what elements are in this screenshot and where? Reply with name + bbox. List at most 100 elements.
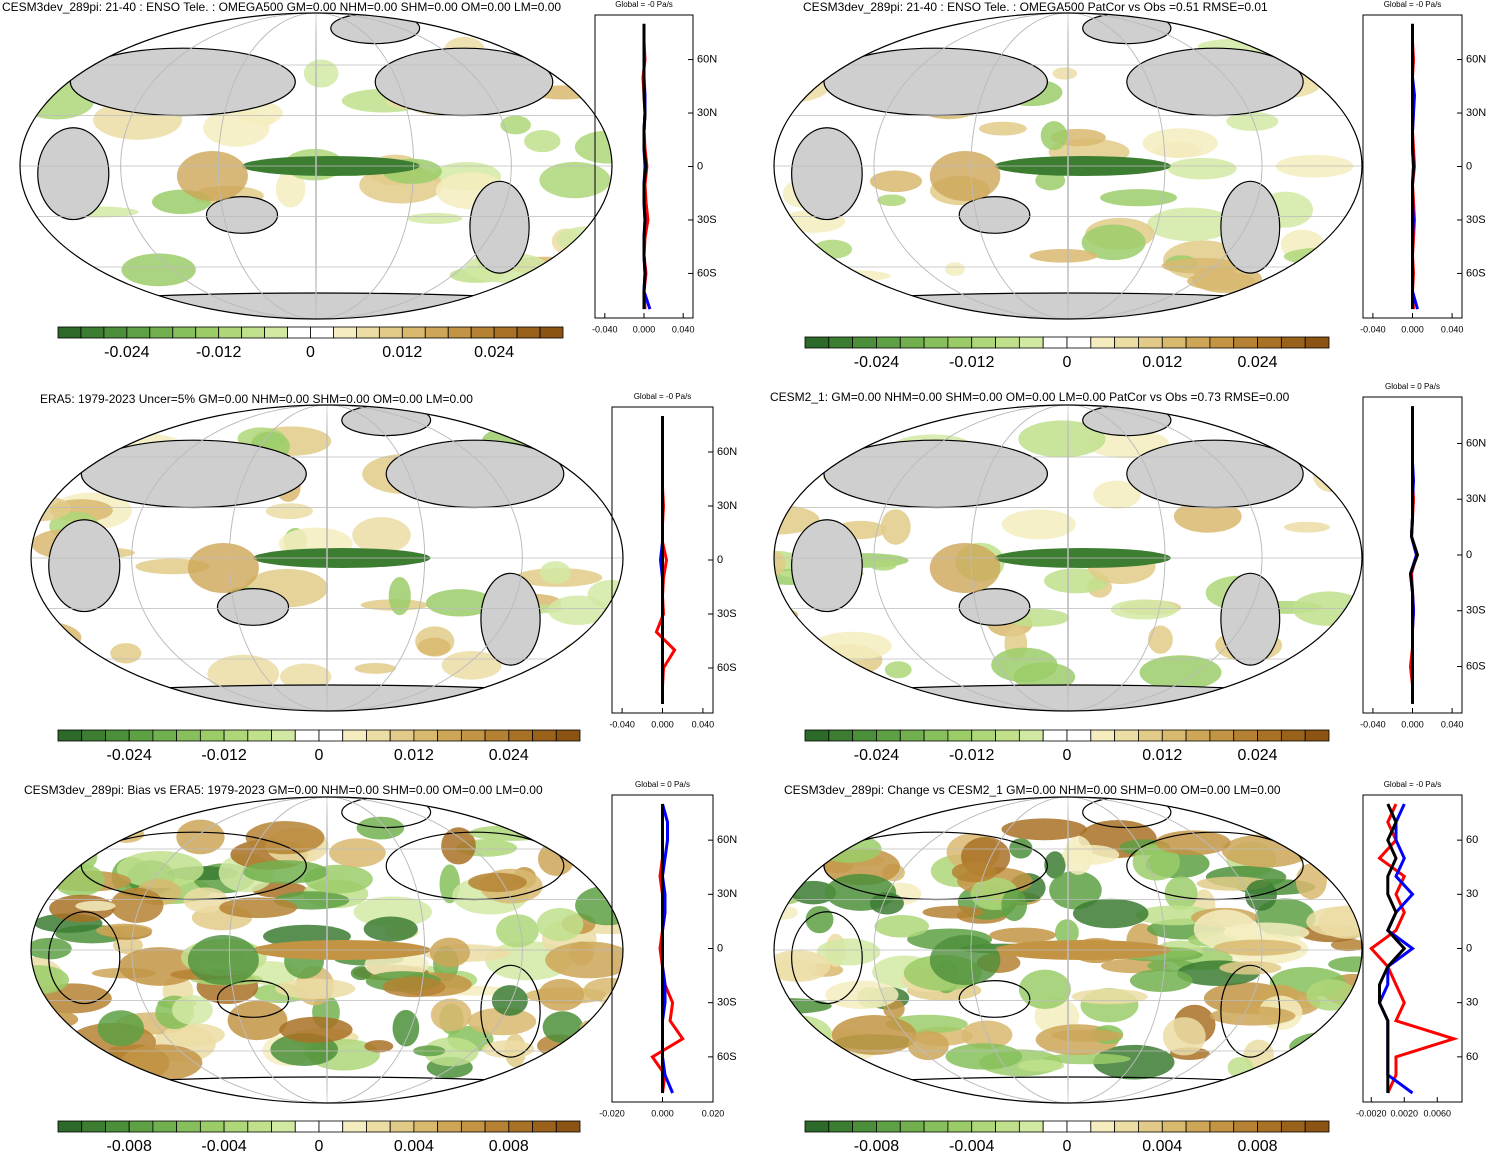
profile-line (1378, 803, 1407, 1093)
graticule (873, 405, 1263, 711)
field-blob (429, 937, 471, 968)
field-blob (364, 1040, 394, 1053)
land (1220, 572, 1281, 666)
land (1220, 964, 1281, 1058)
y-tick-label: 60 (1466, 834, 1478, 846)
colorbar-box (1209, 729, 1235, 742)
field-blob (1100, 958, 1168, 974)
field-blob (1333, 838, 1356, 861)
field-blob (496, 914, 539, 948)
land (341, 405, 432, 437)
colorbar-box (1185, 336, 1211, 349)
colorbar-tick-label: -0.008 (106, 1138, 151, 1155)
warm-pool (929, 543, 1001, 593)
panel-title: ERA5: 1979-2023 Uncer=5% GM=0.00 NHM=0.0… (40, 392, 473, 406)
colorbar-box (176, 729, 201, 742)
field-blob (407, 212, 463, 224)
land (31, 1076, 623, 1103)
graticule (326, 405, 328, 711)
land (958, 588, 1031, 626)
colorbar-tick-label: 0.012 (1142, 354, 1182, 371)
field-blob (606, 1059, 623, 1083)
colorbar-box (828, 1120, 854, 1133)
y-tick-label: 0 (1466, 942, 1472, 954)
field-blob (884, 661, 912, 679)
field-blob (545, 941, 623, 979)
land (958, 980, 1031, 1018)
colorbar-tick-label: -0.004 (201, 1138, 246, 1155)
field-blob (774, 69, 830, 103)
y-tick-label: 60N (717, 446, 737, 458)
x-tick-label: 0.0020 (1390, 1108, 1418, 1118)
colorbar-box (447, 326, 472, 339)
x-tick-label: 0.000 (651, 1108, 674, 1118)
y-tick-label: 30S (697, 214, 717, 226)
y-tick-label: 30N (717, 500, 737, 512)
colorbar-box (247, 729, 272, 742)
colorbar-box (947, 336, 973, 349)
profile-line (1408, 406, 1420, 704)
colorbar-box (271, 729, 296, 742)
y-tick-label: 0 (697, 160, 703, 172)
field-blob (537, 841, 575, 876)
field-blob (539, 561, 571, 584)
field-blob (417, 637, 451, 656)
field-blob (785, 1059, 854, 1083)
field-blob (1129, 969, 1193, 993)
colorbar-box (81, 1120, 106, 1133)
map-border (773, 796, 1363, 1104)
field-blob (75, 900, 116, 912)
colorbar-box (81, 729, 106, 742)
colorbar-box (470, 326, 495, 339)
colorbar-box (195, 326, 220, 339)
field-blob (1009, 838, 1033, 859)
y-tick-label: 60N (1466, 53, 1486, 65)
field-blob (1221, 834, 1312, 868)
colorbar-box (852, 1120, 877, 1133)
colorbar-box (947, 1120, 973, 1133)
x-tick-label: 0.040 (1441, 324, 1464, 334)
field-blob (467, 1007, 537, 1036)
field-blob (1001, 818, 1087, 841)
colorbar-box (508, 1120, 533, 1133)
colorbar-box (1018, 729, 1044, 742)
land (31, 684, 623, 711)
colorbar-box (995, 336, 1020, 349)
field-blob (877, 194, 907, 207)
profile-title: Global = -0 Pa/s (1384, 0, 1442, 9)
graticule (970, 797, 1166, 1103)
panel-title: CESM3dev_289pi: Bias vs ERA5: 1979-2023 … (24, 783, 543, 797)
colorbar-box (1233, 336, 1258, 349)
field-blob (468, 872, 527, 893)
colorbar-box (1257, 336, 1282, 349)
colorbar-box (828, 729, 854, 742)
field-blob (922, 905, 984, 919)
map-border (19, 12, 613, 320)
field-blob (32, 812, 121, 848)
y-tick-label: 60S (717, 662, 737, 674)
graticule (970, 405, 1166, 711)
field-blob (1093, 480, 1141, 509)
field-blob (1209, 1006, 1296, 1026)
field-blob (1142, 128, 1218, 159)
field-blob (790, 880, 837, 905)
map (31, 797, 623, 1103)
field-blob (1110, 599, 1178, 620)
colorbar-box (172, 326, 197, 339)
field-blob (275, 169, 306, 208)
field-blob (774, 476, 791, 501)
field-blob (303, 59, 339, 88)
colorbar-box (241, 326, 265, 339)
colorbar-tick-label: 0.008 (1238, 1138, 1278, 1155)
x-tick-label: 0.040 (672, 324, 695, 334)
colorbar-box (1090, 729, 1116, 742)
colorbar-tick-label: 0.004 (394, 1138, 434, 1155)
land (216, 588, 290, 626)
field-blob (1283, 521, 1331, 533)
colorbar-tick-label: 0.024 (489, 747, 529, 764)
graticule (1067, 13, 1069, 319)
field-blob (1295, 863, 1327, 900)
field-blob (352, 516, 411, 554)
land (69, 47, 296, 117)
colorbar-box (508, 729, 533, 742)
